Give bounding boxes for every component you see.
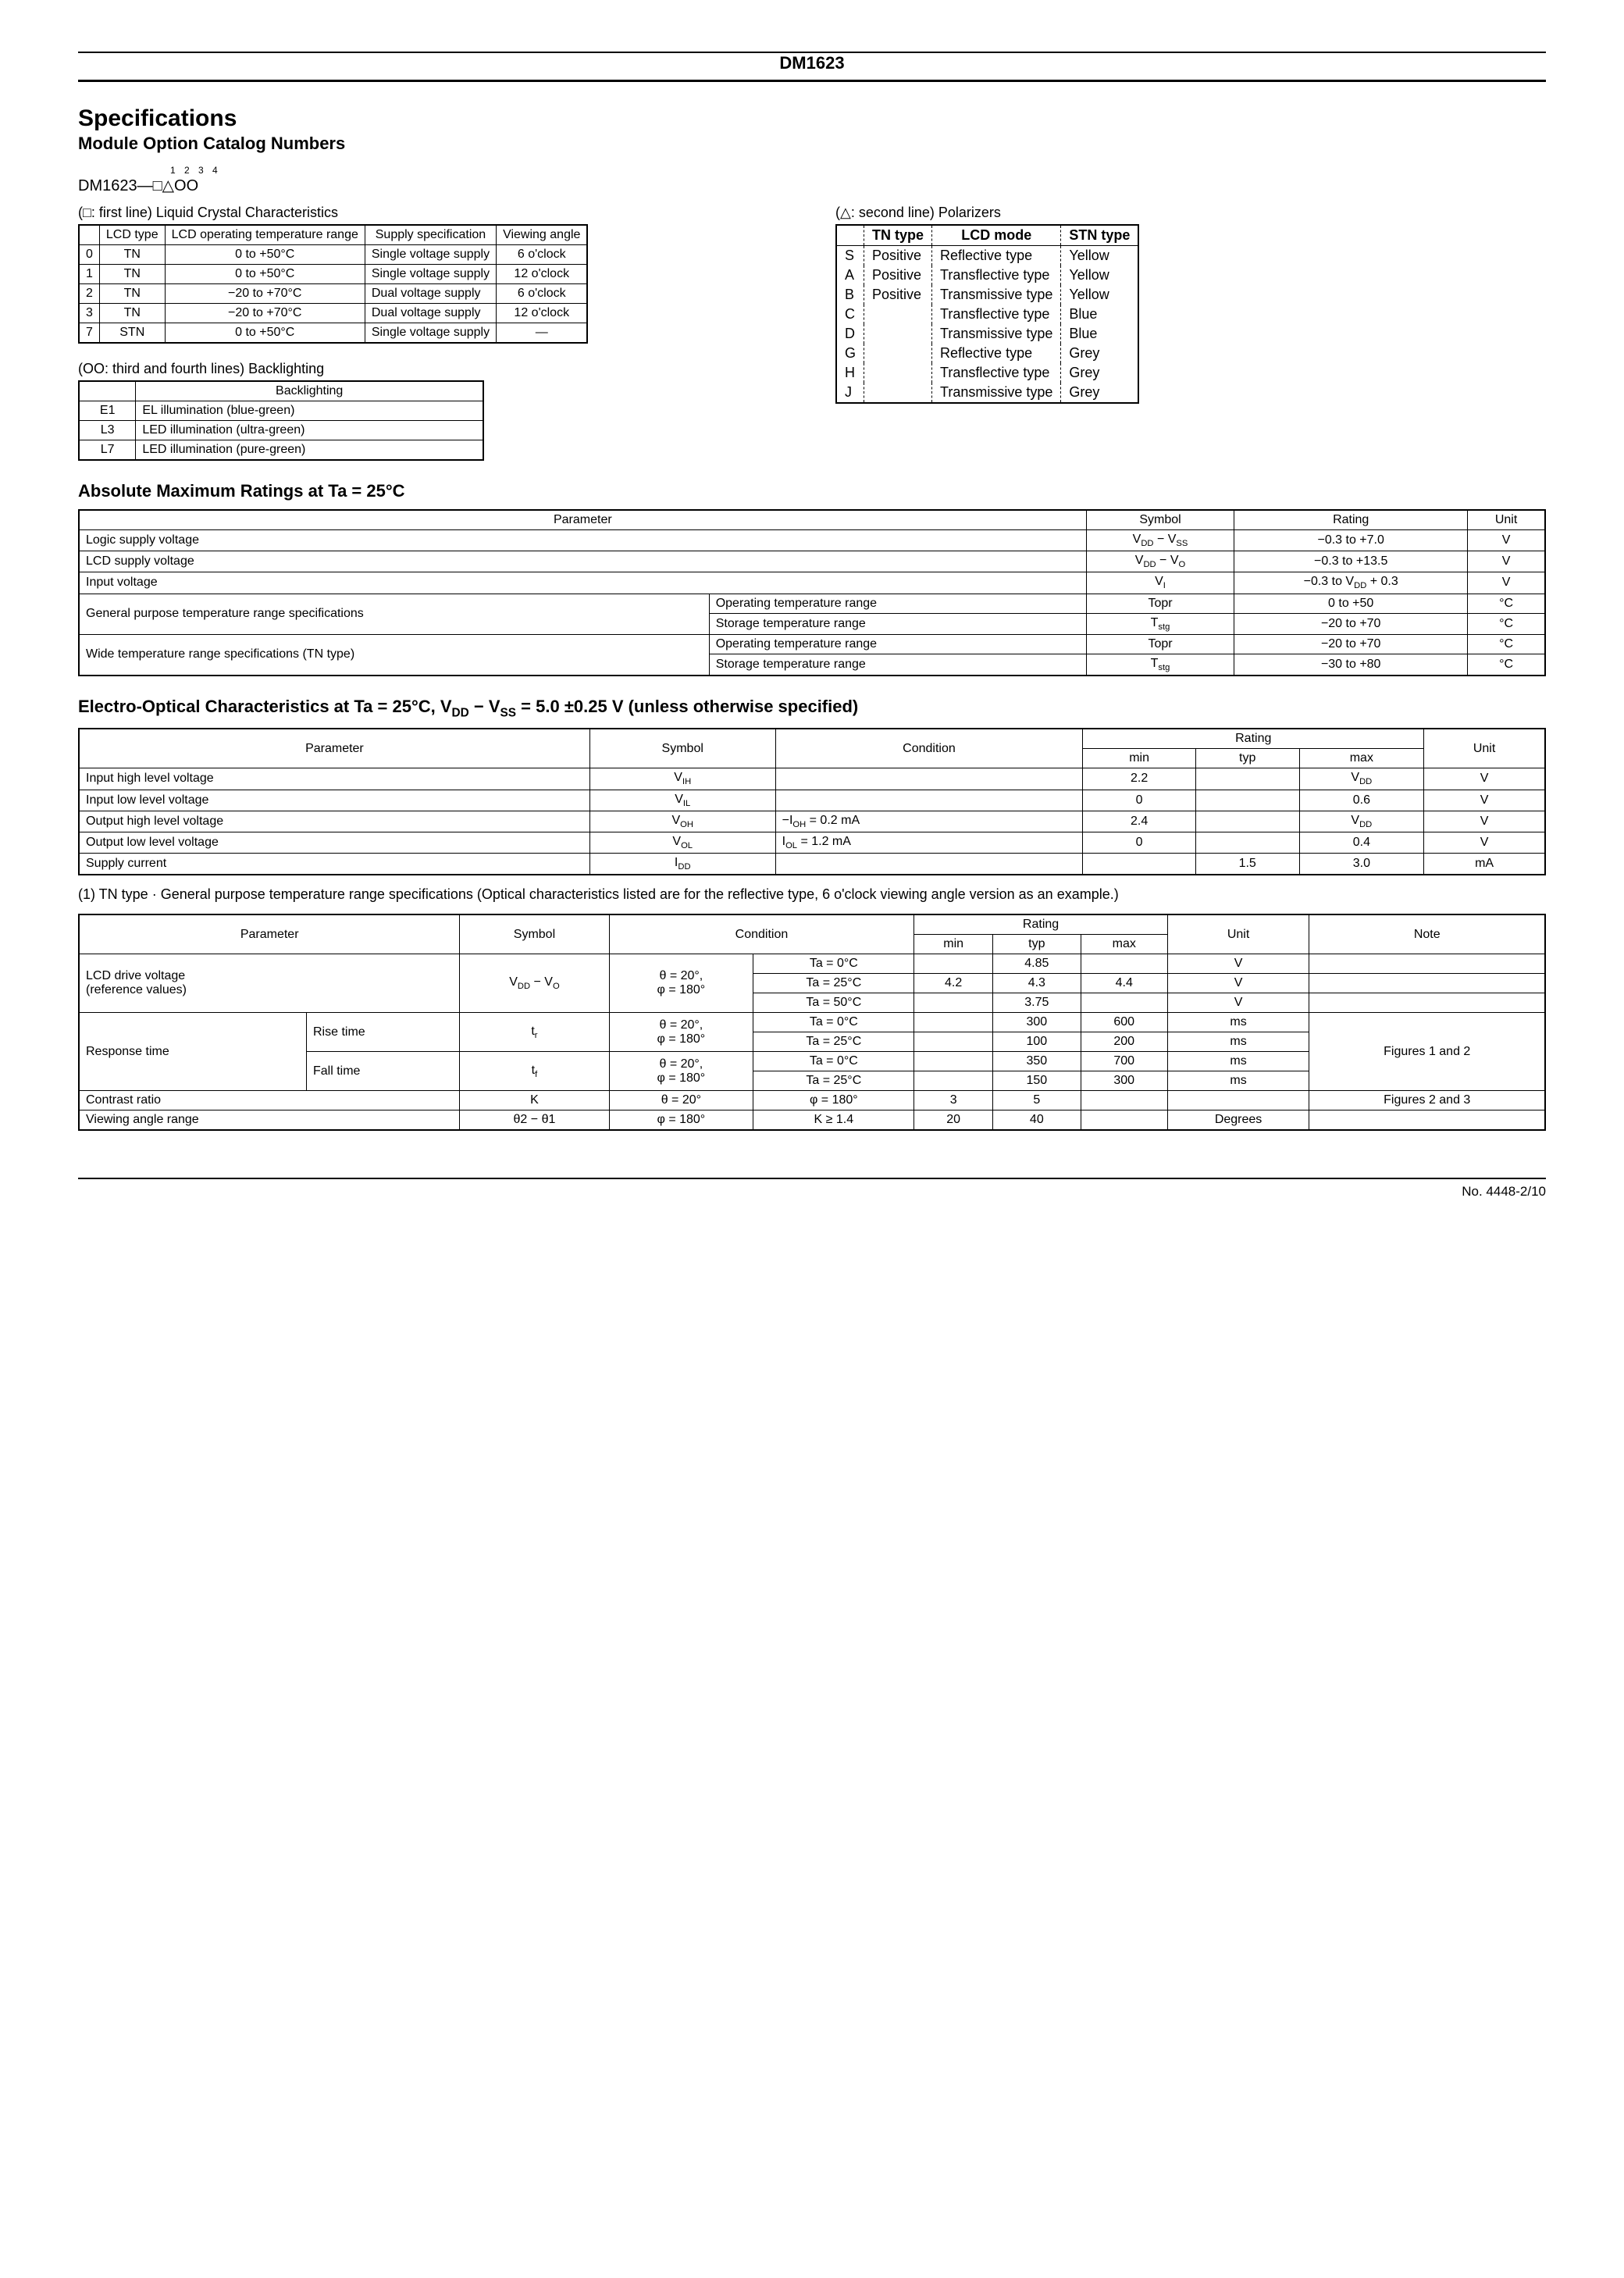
polarizers-label: (△: second line) Polarizers (835, 205, 1546, 221)
eo-table: ParameterSymbolConditionRatingUnitmintyp… (78, 728, 1546, 875)
tn-table: ParameterSymbolConditionRatingUnitNotemi… (78, 914, 1546, 1131)
page-footer: No. 4448-2/10 (78, 1178, 1546, 1200)
abs-title: Absolute Maximum Ratings at Ta = 25°C (78, 481, 1546, 501)
title-module-option: Module Option Catalog Numbers (78, 134, 1546, 154)
eo-title: Electro-Optical Characteristics at Ta = … (78, 697, 1546, 720)
polarizers-table: TN typeLCD modeSTN typeSPositiveReflecti… (835, 224, 1139, 404)
lcc-label: (□: first line) Liquid Crystal Character… (78, 205, 789, 221)
tn-note: (1) TN type · General purpose temperatur… (78, 886, 1546, 903)
page-header: DM1623 (78, 53, 1546, 82)
backlighting-label: (OO: third and fourth lines) Backlightin… (78, 361, 789, 377)
part-number: 1 2 3 4 DM1623—□△OO (78, 165, 1546, 195)
title-specifications: Specifications (78, 105, 1546, 132)
lcc-table: LCD typeLCD operating temperature rangeS… (78, 224, 588, 344)
backlighting-table: BacklightingE1EL illumination (blue-gree… (78, 380, 484, 461)
abs-table: ParameterSymbolRatingUnitLogic supply vo… (78, 509, 1546, 676)
